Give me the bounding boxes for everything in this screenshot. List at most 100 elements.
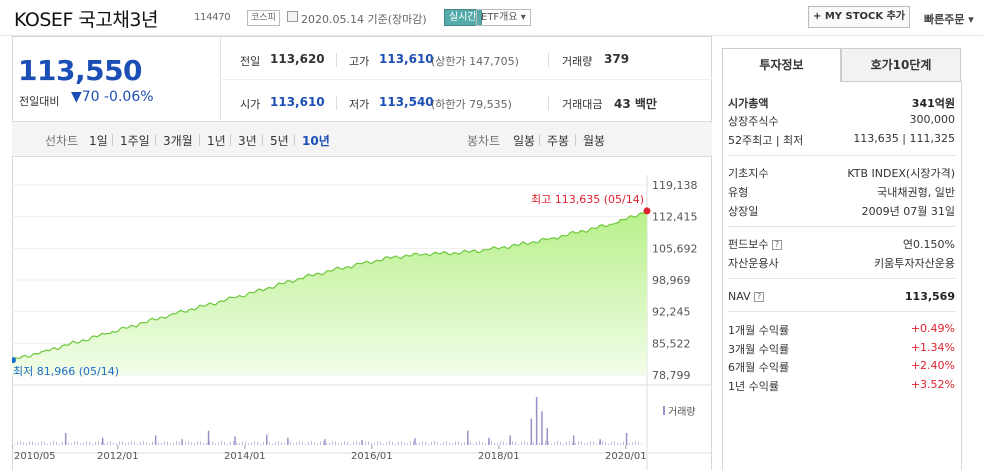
- period-1d[interactable]: 1일: [89, 134, 108, 148]
- volume-bar: [89, 441, 90, 445]
- volume-bar: [248, 443, 249, 445]
- period-3m[interactable]: 3개월: [163, 134, 193, 148]
- volume-bar: [203, 442, 204, 445]
- volume-bar: [380, 441, 381, 445]
- volume-bar: [563, 443, 564, 445]
- volume-bar: [572, 435, 575, 445]
- volume-bar: [110, 441, 111, 445]
- volume-bar: [535, 397, 538, 445]
- period-10y[interactable]: 10년: [302, 134, 330, 148]
- volume-bar: [251, 442, 252, 445]
- volume-bar: [416, 443, 417, 445]
- max-label: 최고 113,635 (05/14): [531, 193, 644, 206]
- week52-label: 52주최고 | 최저: [728, 134, 804, 147]
- volume-bar: [587, 442, 588, 445]
- volume-bar: [59, 443, 60, 445]
- candle-monthly[interactable]: 월봉: [583, 134, 606, 148]
- divider: [728, 226, 956, 227]
- low-value: 113,540: [379, 95, 434, 109]
- volume-bar: [530, 443, 531, 445]
- volume-bar: [512, 441, 513, 445]
- volume-bar: [575, 443, 576, 445]
- volume-bar: [143, 441, 144, 445]
- volume-bar: [101, 442, 102, 445]
- etf-overview-dropdown[interactable]: ETF개요 ▾: [476, 9, 531, 26]
- change-value: ▼70: [71, 89, 100, 105]
- volume-bar: [134, 441, 135, 445]
- volume-bar: [62, 441, 63, 445]
- volume-bar: [281, 442, 282, 445]
- volume-bar: [239, 443, 240, 445]
- price-line: [12, 210, 648, 361]
- volume-bar: [473, 443, 474, 445]
- volume-bar: [581, 441, 582, 445]
- volume-bar: [593, 441, 594, 445]
- volume-bar: [188, 441, 189, 445]
- volume-bar: [443, 441, 444, 445]
- quote-panel: [12, 36, 712, 470]
- volume-label: 거래량: [562, 55, 593, 68]
- period-5y[interactable]: 5년: [270, 134, 289, 148]
- volume-bar: [335, 441, 336, 445]
- shares-value: 300,000: [909, 113, 956, 126]
- volume-bar: [527, 442, 528, 445]
- volume-bar: [404, 442, 405, 445]
- volume-bar: [414, 438, 416, 445]
- volume-bar: [356, 441, 357, 445]
- volume-bar: [275, 441, 276, 445]
- volume-bar: [50, 442, 51, 445]
- volume-bar: [386, 442, 387, 445]
- volume-bar: [14, 444, 15, 445]
- volume-bar: [551, 443, 552, 445]
- lower-limit: (하한가 79,535): [431, 98, 512, 111]
- period-1y[interactable]: 1년: [207, 134, 226, 148]
- realtime-button[interactable]: 실시간: [444, 9, 482, 26]
- quick-order-dropdown[interactable]: 빠른주문 ▾: [924, 13, 974, 26]
- volume-bar: [638, 441, 639, 445]
- volume-bar: [116, 443, 117, 445]
- period-3y[interactable]: 3년: [238, 134, 257, 148]
- volume-bar: [20, 441, 21, 445]
- volume-bar: [446, 441, 447, 445]
- y-tick-label: 85,522: [652, 337, 691, 350]
- volume-bar: [437, 442, 438, 445]
- volume-bar: [620, 442, 621, 445]
- market-cap-label: 시가총액: [728, 97, 769, 110]
- volume-bar: [230, 441, 231, 445]
- return-1y-label: 1년 수익률: [728, 380, 779, 393]
- volume-bar: [398, 441, 399, 445]
- price-chart[interactable]: 119,138 112,415 105,692 98,969 92,245 85,522 7…: [12, 175, 712, 470]
- price-box: [12, 37, 221, 121]
- y-tick-label: 119,138: [652, 179, 698, 192]
- divider: [728, 278, 956, 279]
- add-my-stock-button[interactable]: + MY STOCK 추가: [808, 6, 910, 28]
- volume-bar: [377, 441, 378, 445]
- volume-bar: [152, 441, 153, 445]
- stock-code: 114470: [194, 12, 231, 23]
- help-icon[interactable]: ?: [771, 240, 782, 250]
- volume-bar: [503, 441, 504, 445]
- volume-bar: [431, 441, 432, 445]
- return-3m-value: +1.34%: [910, 341, 955, 354]
- page-title: KOSEF 국고채3년: [14, 9, 158, 31]
- help-icon[interactable]: ?: [754, 292, 765, 302]
- volume-bar: [383, 443, 384, 445]
- volume-bar: [154, 435, 157, 445]
- volume-bar: [77, 441, 78, 445]
- volume-bar: [245, 441, 246, 445]
- candle-weekly[interactable]: 주봉: [547, 134, 570, 148]
- volume-bar: [323, 441, 324, 445]
- tab-investment-info[interactable]: 투자정보: [722, 48, 841, 82]
- candle-daily[interactable]: 일봉: [513, 134, 536, 148]
- tab-orderbook-10[interactable]: 호가10단계: [841, 48, 961, 82]
- volume-bar: [290, 441, 291, 445]
- volume-bar: [53, 441, 54, 445]
- y-tick-label: 92,245: [652, 306, 691, 319]
- volume-bar: [485, 443, 486, 445]
- volume-bar: [200, 441, 201, 445]
- volume-bar: [509, 435, 511, 445]
- divider: [155, 134, 156, 146]
- volume-bar: [602, 441, 603, 445]
- period-1w[interactable]: 1주일: [120, 134, 150, 148]
- return-6m-value: +2.40%: [910, 359, 955, 372]
